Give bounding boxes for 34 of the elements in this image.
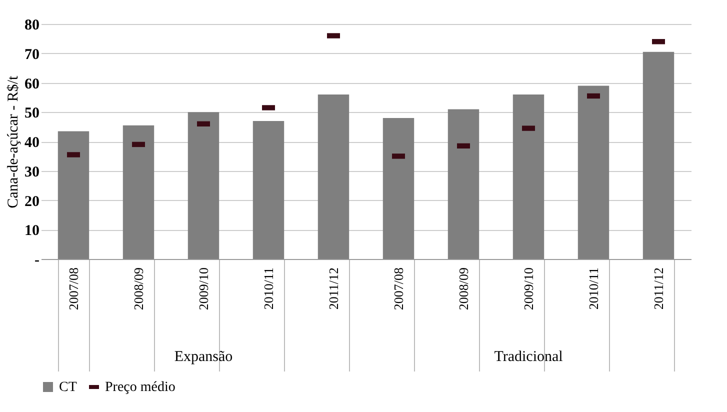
y-axis-title: Cana-de-açúcar - R$/t [6,74,22,208]
y-tick-label: 10 [24,223,40,240]
text: Expansão [174,349,233,365]
legend-label: Preço médio [105,380,176,395]
y-tick-label: 80 [24,18,40,34]
x-tick-label: 2009/10 [521,268,536,310]
x-tick-label: 2008/09 [131,268,146,310]
y-tick-label: - [34,252,40,268]
x-tick-label: 2009/10 [196,268,211,310]
x-tick-label: 2008/09 [456,268,471,310]
bar [642,52,674,259]
bar [122,125,154,259]
bar [578,86,610,259]
bar [382,118,414,259]
x-tick-label: 2007/08 [66,268,81,310]
bar [512,94,544,259]
bar [448,109,480,259]
y-tick-label: 60 [24,76,40,92]
y-tick-label: 40 [24,135,40,151]
x-tick-label: 2011/12 [326,268,341,310]
x-tick-label: 2007/08 [391,268,406,310]
y-tick-label: 20 [24,194,40,210]
x-tick-label: 2010/11 [261,268,276,310]
legend-label: CT [59,380,78,395]
y-tick-label: 70 [24,46,40,63]
bar [58,131,90,259]
text: Tradicional [494,349,563,365]
bar [188,112,220,259]
y-tick-label: 50 [24,106,40,122]
x-tick-label: 2010/11 [586,268,601,310]
x-tick-label: 2011/12 [651,268,666,310]
y-tick-label: 30 [24,164,40,180]
bar [252,120,284,259]
bar [318,94,350,259]
